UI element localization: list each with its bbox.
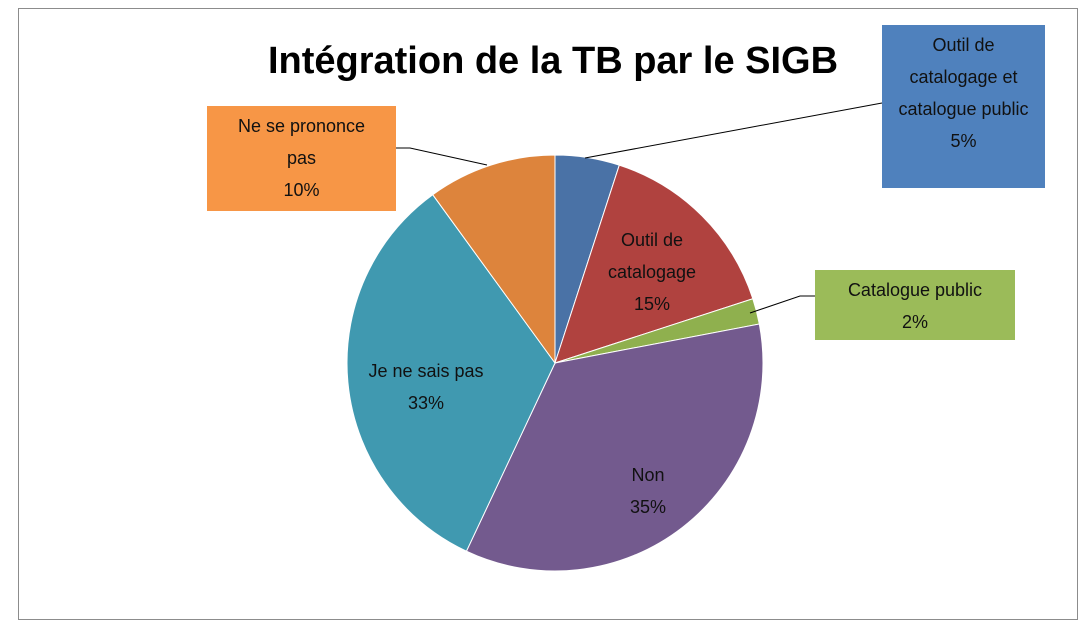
data-label: Ne se prononce pas 10% xyxy=(207,106,396,211)
category-label: Catalogue public xyxy=(847,280,983,300)
value-label: 35% xyxy=(629,497,667,517)
category-label: Outil de catalogage xyxy=(607,230,697,282)
chart-frame xyxy=(18,8,1078,620)
pie-slice xyxy=(346,194,556,552)
leader-line xyxy=(749,295,815,314)
category-label: Outil de catalogage et catalogue public xyxy=(898,35,1029,119)
category-label: Ne se prononce pas xyxy=(237,116,366,168)
leader-line xyxy=(396,147,488,166)
value-label: 5% xyxy=(950,131,977,151)
category-label: Non xyxy=(631,465,665,485)
chart-title: Intégration de la TB par le SIGB xyxy=(267,40,839,82)
value-label: 33% xyxy=(407,393,445,413)
value-label: 15% xyxy=(633,294,671,314)
data-label: Je ne sais pas 33% xyxy=(356,355,496,425)
data-label: Outil de catalogage 15% xyxy=(597,224,707,320)
pie-slice xyxy=(465,323,764,572)
data-label: Non 35% xyxy=(588,459,708,529)
value-label: 2% xyxy=(901,312,928,332)
data-label: Outil de catalogage et catalogue public 5… xyxy=(882,25,1045,188)
leader-line xyxy=(584,102,883,159)
data-label: Catalogue public 2% xyxy=(815,270,1015,340)
pie-slice xyxy=(432,154,556,365)
value-label: 10% xyxy=(283,180,320,200)
category-label: Je ne sais pas xyxy=(368,361,484,381)
pie-slice xyxy=(554,164,754,364)
